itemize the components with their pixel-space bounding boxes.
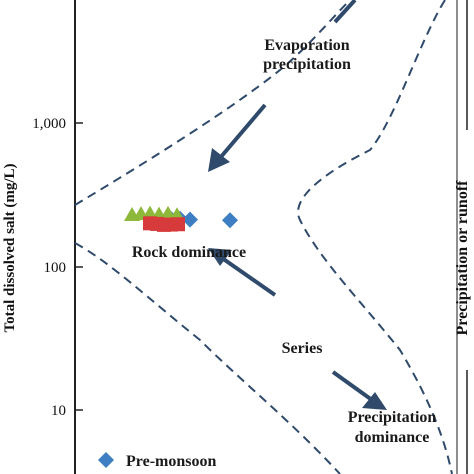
data-points [124,205,238,232]
annotation-evaporation-line1: Evaporation [264,37,349,54]
y-tick-marks [75,122,83,411]
legend-label-pre-monsoon: Pre-monsoon [126,453,216,470]
upper-left-boundary [74,0,351,206]
right-axis-label: Precipitation or runoff [454,180,471,336]
y-tick-label-100: 100 [44,260,67,276]
trend-arrows [208,0,387,410]
boundary-curves [74,0,453,474]
annotation-rock-dominance: Rock dominance [132,244,246,261]
legend-marker-pre-monsoon [98,452,114,468]
arrow-evaporation-shaft [218,103,267,160]
arrow-series-shaft [220,256,277,297]
annotation-precipitation-line2: dominance [355,429,430,446]
annotation-series: Series [282,340,323,357]
data-point-diamond-3 [182,211,198,228]
right-boundary [297,0,453,474]
y-axis-title: Total dissolved salt (mg/L) [2,163,18,332]
y-tick-label-10: 10 [51,403,66,419]
data-point-diamond-4 [222,212,238,229]
annotation-precipitation-line1: Precipitation [348,409,437,426]
arrow-precipitation-head [362,392,387,410]
annotation-evaporation-line2: precipitation [263,56,351,73]
arrow-precipitation-shaft [331,370,374,402]
legend: Pre-monsoon [98,452,216,470]
y-tick-label-1000: 1,000 [32,116,66,132]
arrow-evaporation-shaft-top [333,0,357,24]
data-point-square-4 [171,217,185,232]
arrow-evaporation-head [208,148,230,172]
arrow-series-head [208,248,232,266]
lower-boundary [74,242,341,474]
